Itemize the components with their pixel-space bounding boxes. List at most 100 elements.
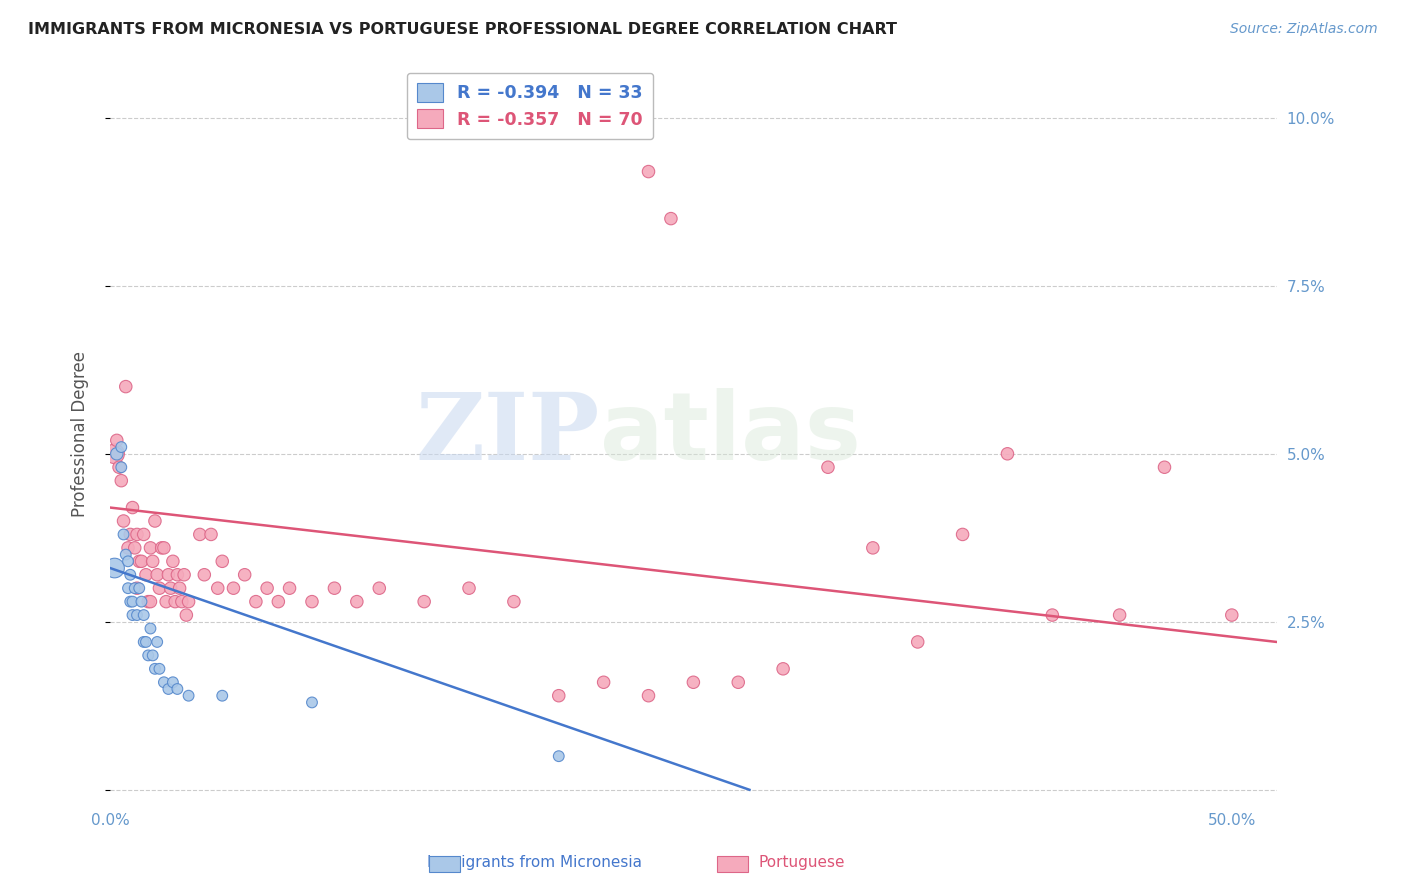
Point xyxy=(128,581,150,595)
Text: ZIP: ZIP xyxy=(416,389,600,479)
Point xyxy=(121,608,143,623)
Point xyxy=(148,581,170,595)
Point xyxy=(112,514,135,528)
Point xyxy=(162,675,184,690)
Point xyxy=(157,681,180,696)
Point xyxy=(301,695,323,709)
Point xyxy=(166,567,188,582)
Point xyxy=(120,567,142,582)
Point xyxy=(323,581,346,595)
Point xyxy=(124,541,146,555)
Point xyxy=(110,474,132,488)
Point xyxy=(120,594,142,608)
Point xyxy=(125,581,148,595)
Point xyxy=(150,541,173,555)
Point xyxy=(211,554,233,568)
Point xyxy=(169,581,191,595)
Point xyxy=(245,594,267,608)
Point xyxy=(135,567,157,582)
Point xyxy=(139,541,162,555)
Point xyxy=(117,554,139,568)
Point xyxy=(256,581,278,595)
Point xyxy=(142,554,165,568)
Point xyxy=(207,581,229,595)
Point xyxy=(817,460,839,475)
Point xyxy=(177,689,200,703)
Point xyxy=(952,527,974,541)
Point xyxy=(233,567,256,582)
Point xyxy=(413,594,436,608)
Point xyxy=(165,594,187,608)
Point xyxy=(1040,608,1063,623)
Point xyxy=(166,681,188,696)
Point xyxy=(131,554,153,568)
Point xyxy=(547,689,569,703)
Point xyxy=(153,541,176,555)
Point xyxy=(136,594,159,608)
Point xyxy=(124,581,146,595)
Point xyxy=(131,594,153,608)
Point xyxy=(143,514,166,528)
Point xyxy=(368,581,391,595)
Point xyxy=(346,594,368,608)
Point xyxy=(637,164,659,178)
Point xyxy=(997,447,1019,461)
Point xyxy=(177,594,200,608)
Point xyxy=(907,635,929,649)
Point xyxy=(132,527,155,541)
Point xyxy=(592,675,614,690)
Point xyxy=(162,554,184,568)
Point xyxy=(132,635,155,649)
Point xyxy=(120,527,142,541)
Point xyxy=(114,379,136,393)
Point xyxy=(1220,608,1243,623)
Point xyxy=(278,581,301,595)
Point xyxy=(103,447,125,461)
Point xyxy=(211,689,233,703)
Point xyxy=(128,554,150,568)
Point xyxy=(139,594,162,608)
Point xyxy=(222,581,245,595)
Point xyxy=(148,662,170,676)
Point xyxy=(103,561,125,575)
Point xyxy=(110,460,132,475)
Point xyxy=(547,749,569,764)
Point xyxy=(176,608,198,623)
Point xyxy=(682,675,704,690)
Point xyxy=(121,594,143,608)
Point xyxy=(136,648,159,663)
Point xyxy=(727,675,749,690)
Point xyxy=(121,500,143,515)
Point xyxy=(173,567,195,582)
Point xyxy=(135,635,157,649)
Point xyxy=(157,567,180,582)
Text: Portuguese: Portuguese xyxy=(758,855,845,870)
Point xyxy=(125,608,148,623)
Point xyxy=(188,527,211,541)
Point xyxy=(502,594,524,608)
Point xyxy=(155,594,177,608)
Point xyxy=(637,689,659,703)
Point xyxy=(139,622,162,636)
Point xyxy=(200,527,222,541)
Point xyxy=(142,648,165,663)
Point xyxy=(659,211,682,226)
Point xyxy=(146,567,169,582)
Point xyxy=(170,594,193,608)
Point xyxy=(153,675,176,690)
Text: Immigrants from Micronesia: Immigrants from Micronesia xyxy=(427,855,641,870)
Point xyxy=(108,460,131,475)
Point xyxy=(117,541,139,555)
Point xyxy=(105,447,128,461)
Point xyxy=(772,662,794,676)
Text: Source: ZipAtlas.com: Source: ZipAtlas.com xyxy=(1230,22,1378,37)
Point xyxy=(132,608,155,623)
Point xyxy=(125,527,148,541)
Point xyxy=(458,581,481,595)
Point xyxy=(110,440,132,454)
Text: IMMIGRANTS FROM MICRONESIA VS PORTUGUESE PROFESSIONAL DEGREE CORRELATION CHART: IMMIGRANTS FROM MICRONESIA VS PORTUGUESE… xyxy=(28,22,897,37)
Point xyxy=(143,662,166,676)
Point xyxy=(193,567,215,582)
Point xyxy=(1153,460,1175,475)
Point xyxy=(105,434,128,448)
